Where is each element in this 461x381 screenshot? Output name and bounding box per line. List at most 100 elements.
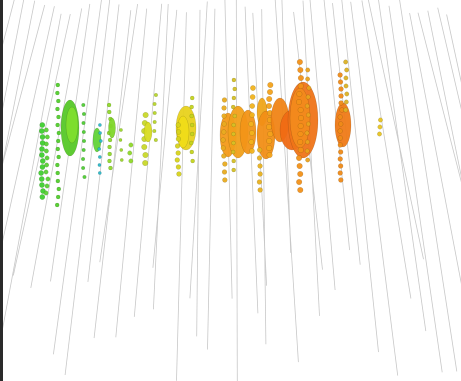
hit-sphere [297, 170, 304, 177]
hit-sphere [153, 137, 158, 142]
hit-sphere [107, 144, 112, 150]
hit-sphere [189, 104, 194, 110]
hit-sphere [107, 151, 112, 157]
hit-sphere [152, 128, 157, 133]
hit-sphere [337, 79, 344, 85]
hit-sphere [221, 169, 228, 175]
string-line [153, 3, 169, 310]
hit-sphere [337, 135, 343, 141]
hit-sphere [297, 186, 304, 193]
hit-sphere [297, 106, 304, 113]
hit-sphere [56, 114, 61, 120]
hit-sphere [256, 179, 263, 185]
hit-sphere [338, 86, 344, 92]
hit-sphere [98, 131, 102, 135]
hit-sphere [232, 86, 237, 92]
hit-sphere [143, 121, 153, 143]
hit-sphere [249, 112, 255, 118]
string-line [189, 1, 208, 299]
hit-sphere [297, 146, 304, 153]
hit-sphere [108, 165, 113, 171]
hit-sphere [44, 134, 50, 140]
hit-sphere [344, 67, 350, 73]
hit-sphere [175, 129, 182, 135]
string-line [409, 13, 461, 285]
hit-sphere [142, 151, 149, 158]
hit-sphere [39, 146, 45, 152]
hit-sphere [343, 107, 349, 113]
hit-sphere [338, 121, 344, 127]
string-line [0, 0, 25, 125]
hit-sphere [231, 131, 236, 137]
hit-sphere [81, 147, 86, 152]
hit-sphere [153, 92, 158, 97]
string-line [0, 4, 46, 176]
hit-sphere [44, 162, 50, 168]
string-line [367, 0, 424, 260]
hit-sphere [38, 128, 45, 134]
hit-sphere [56, 154, 61, 160]
hit-sphere [81, 156, 86, 161]
hit-sphere [266, 95, 273, 102]
hit-sphere [39, 152, 45, 158]
hit-sphere [305, 112, 311, 118]
string-line [361, 0, 412, 299]
hit-sphere [44, 148, 49, 154]
hit-sphere [44, 155, 50, 161]
hit-sphere [152, 101, 157, 106]
hit-sphere [338, 100, 344, 106]
hit-sphere [222, 161, 228, 167]
hit-sphere [297, 74, 304, 81]
hit-sphere [231, 122, 236, 128]
hit-sphere [304, 148, 310, 154]
hit-sphere [141, 143, 148, 150]
hit-sphere [296, 98, 303, 105]
hit-sphere [305, 139, 310, 145]
hit-sphere [230, 104, 236, 110]
hit-sphere [257, 147, 263, 153]
hit-sphere [97, 163, 102, 167]
hit-sphere [39, 158, 46, 164]
hit-sphere [297, 138, 304, 145]
hit-sphere [297, 66, 304, 73]
hit-sphere [305, 76, 310, 82]
hit-sphere [344, 91, 350, 97]
hit-sphere [44, 183, 50, 189]
string-line [133, 3, 163, 317]
hit-sphere [128, 142, 134, 148]
hit-sphere [306, 85, 312, 91]
hit-sphere [338, 149, 344, 155]
hit-sphere [337, 114, 343, 120]
hit-sphere [56, 130, 62, 136]
hit-sphere [249, 148, 255, 154]
hit-sphere [43, 141, 49, 147]
hit-sphere [267, 81, 274, 88]
hit-sphere [296, 162, 303, 169]
hit-sphere [338, 93, 344, 99]
string-line [437, 7, 461, 110]
hit-sphere [266, 137, 273, 144]
hit-sphere [305, 67, 311, 73]
hit-sphere [142, 111, 149, 118]
hit-sphere [257, 171, 263, 177]
hit-sphere [107, 158, 112, 164]
hit-sphere [296, 178, 303, 185]
hit-sphere [250, 85, 256, 91]
hit-sphere [220, 137, 226, 143]
hit-sphere [304, 130, 310, 136]
hit-sphere [249, 103, 256, 109]
hit-sphere [343, 83, 349, 89]
hit-sphere [267, 130, 274, 137]
hit-sphere [378, 117, 383, 123]
hit-sphere [306, 121, 311, 127]
hit-sphere [45, 176, 51, 182]
hit-sphere [257, 163, 263, 169]
string-line [152, 9, 178, 268]
hit-sphere [337, 156, 343, 162]
hit-sphere [43, 169, 49, 175]
string-line [274, 0, 299, 363]
hit-sphere [152, 110, 157, 115]
hit-sphere [107, 137, 113, 143]
hit-sphere [249, 94, 256, 100]
